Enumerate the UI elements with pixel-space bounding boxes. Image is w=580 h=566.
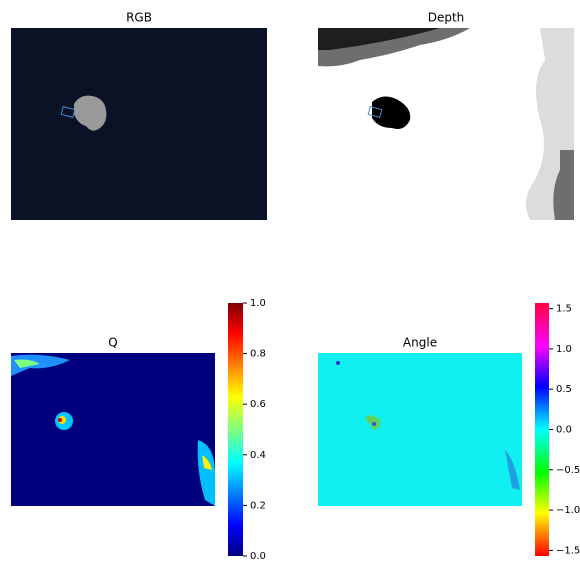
colorbar-tick-label: 0.0: [250, 551, 266, 562]
colorbar-tick-label: 0.6: [250, 399, 266, 410]
panel-title: Angle: [403, 336, 437, 350]
colorbar-tick-label: 1.5: [556, 304, 572, 315]
colorbar-tick-label: 1.0: [250, 298, 266, 309]
figure: RGB Depth Q 0.0 0.2 0.4 0.6 0.8 1.0 Angle −1.5 −1.0…: [0, 0, 580, 562]
angle-colorbar: [535, 303, 549, 556]
colorbar-tick-label: 1.0: [556, 344, 572, 355]
angle-image: [318, 353, 522, 506]
rgb-image: [11, 28, 267, 220]
panel-title: Q: [108, 336, 117, 350]
colorbar-tick-label: 0.8: [250, 349, 266, 360]
colorbar-tick-label: −1.5: [556, 545, 580, 556]
q-image: [11, 353, 215, 506]
colorbar-tick-label: 0.0: [556, 425, 572, 436]
colorbar-tick-label: −0.5: [556, 465, 580, 476]
q-colorbar: [228, 303, 243, 556]
panel-title: RGB: [126, 11, 152, 25]
colorbar-tick-label: 0.2: [250, 500, 266, 511]
colorbar-tick-label: 0.4: [250, 450, 266, 461]
colorbar-tick-label: 0.5: [556, 384, 572, 395]
colorbar-tick-label: −1.0: [556, 505, 580, 516]
panel-title: Depth: [428, 11, 465, 25]
depth-image: [318, 28, 574, 220]
